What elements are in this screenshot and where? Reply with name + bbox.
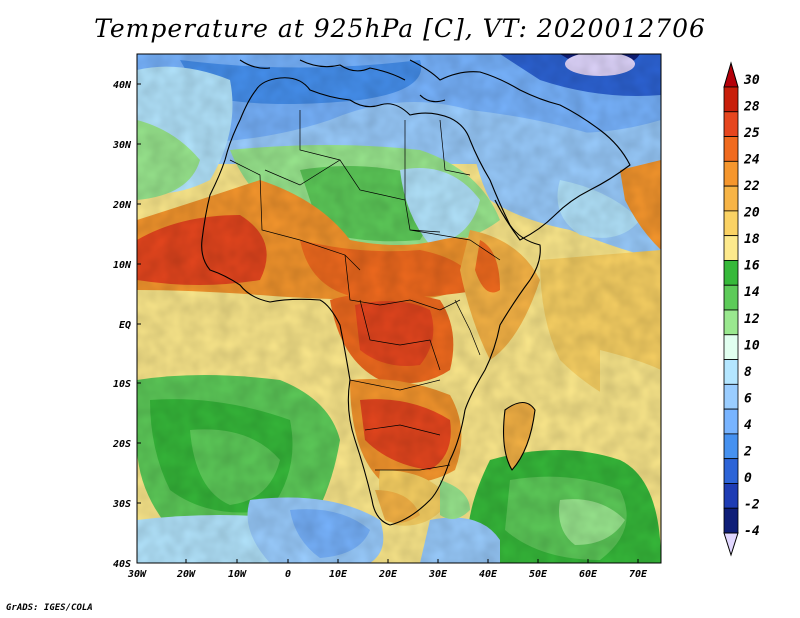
lat-label: 20N xyxy=(112,200,132,211)
lon-label: 20E xyxy=(378,569,398,580)
coastlines xyxy=(201,59,631,526)
longitude-labels: 30W 20W 10W 0 10E 20E 30E 40E 50E 60E 70… xyxy=(127,569,648,580)
colorbar-swatch xyxy=(723,136,739,162)
lon-label: 20W xyxy=(176,569,196,580)
colorbar-swatch xyxy=(723,309,739,336)
colorbar-swatch xyxy=(723,111,739,137)
colorbar-swatch xyxy=(723,433,739,460)
colorbar-swatch xyxy=(723,160,739,187)
lon-label: 10W xyxy=(228,569,247,580)
lat-label: 40N xyxy=(113,80,132,91)
lat-label: 30S xyxy=(112,499,131,510)
lat-label: 10N xyxy=(113,260,132,271)
colorbar-swatch xyxy=(723,383,739,410)
lon-label: 0 xyxy=(285,569,291,580)
colorbar-label: 2 xyxy=(743,444,752,459)
colorbar-label: 25 xyxy=(743,126,760,141)
temperature-field xyxy=(137,54,661,563)
plot-frame xyxy=(136,53,662,564)
lon-label: 70E xyxy=(629,569,648,580)
colorbar-swatch xyxy=(723,359,739,385)
latitude-labels: 40N 30N 20N 10N EQ 10S 20S 30S 40S xyxy=(112,80,132,570)
colorbar-bottom-arrow xyxy=(723,532,739,557)
lat-label: EQ xyxy=(119,320,131,331)
colorbar-label: 20 xyxy=(743,206,760,221)
lon-label: 10E xyxy=(329,569,348,580)
lon-label: 60E xyxy=(579,569,598,580)
lon-label: 30E xyxy=(428,569,448,580)
colorbar-swatch xyxy=(723,458,739,484)
colorbar-swatch xyxy=(723,507,739,534)
credit-text: GrADS: IGES/COLA xyxy=(6,603,93,613)
colorbar-swatch xyxy=(723,334,739,360)
lat-label: 10S xyxy=(113,379,131,390)
colorbar-swatch xyxy=(723,408,739,435)
colorbar-label: 12 xyxy=(744,312,760,327)
colorbar-swatch xyxy=(723,235,739,261)
colorbar-label: 14 xyxy=(744,285,760,300)
map-title: Temperature at 925hPa [C], VT: 202001270… xyxy=(94,14,706,43)
colorbar-swatch xyxy=(723,86,739,113)
colorbar-swatch xyxy=(723,260,739,286)
lat-label: 20S xyxy=(112,439,131,450)
colorbar-label: 18 xyxy=(744,232,760,247)
colorbar-label: 28 xyxy=(743,100,760,115)
colorbar-top-arrow xyxy=(723,61,739,88)
colorbar-swatch xyxy=(723,185,739,212)
colorbar-swatch xyxy=(723,483,739,509)
lat-label: 40S xyxy=(113,559,131,570)
lon-label: 40E xyxy=(479,569,498,580)
colorbar-label: 4 xyxy=(744,418,752,433)
colorbar-swatch xyxy=(723,284,739,311)
colorbar-label: 0 xyxy=(744,471,752,486)
colorbar-label: -2 xyxy=(744,497,760,512)
colorbar-label: -4 xyxy=(744,524,760,539)
lon-label: 30W xyxy=(127,569,147,580)
colorbar-label: 30 xyxy=(743,73,760,88)
colorbar-label: 16 xyxy=(744,259,760,274)
colorbar-swatch xyxy=(723,210,739,237)
colorbar-label: 6 xyxy=(744,391,752,406)
borders xyxy=(229,110,501,471)
lon-label: 50E xyxy=(529,569,548,580)
colorbar-label: 24 xyxy=(743,153,760,168)
lat-label: 30N xyxy=(112,140,132,151)
colorbar-label: 10 xyxy=(744,338,760,353)
colorbar-label: 8 xyxy=(744,365,752,380)
colorbar-label: 22 xyxy=(743,179,760,194)
axis-ticks xyxy=(137,83,639,563)
